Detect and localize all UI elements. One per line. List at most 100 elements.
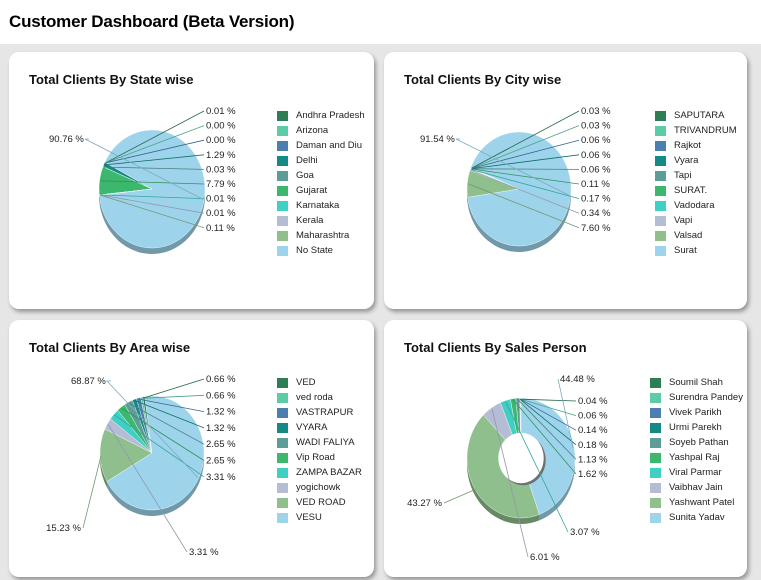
legend-item: Surendra Pandey [650,390,743,405]
legend-item: Tapi [655,168,737,183]
legend-swatch [650,407,661,418]
slice-data-label: 0.06 % [581,150,611,161]
legend-swatch [277,140,288,151]
leader-line [520,398,577,416]
legend-item: Sunita Yadav [650,510,743,525]
slice-data-label: 68.87 % [71,376,106,387]
legend-label: Daman and Diu [296,140,363,151]
legend-label: Andhra Pradesh [296,110,365,121]
slice-data-label: 0.00 % [206,121,236,132]
legend-label: ZAMPA BAZAR [296,467,362,478]
legend-item: Vivek Parikh [650,405,743,420]
slice-data-label: 0.11 % [206,223,235,234]
legend-item: VESU [277,510,362,525]
legend-item: SAPUTARA [655,108,737,123]
legend-label: Vapi [674,215,693,226]
legend-item: Daman and Diu [277,138,365,153]
legend-item: SURAT. [655,183,737,198]
slice-data-label: 0.14 % [578,425,608,436]
pie-chart-state-wise: 0.01 % 0.00 % 0.00 % 1.29 % 0.03 % 7.79 % 0.01… [49,106,236,254]
leader-line [471,168,580,185]
leader-line [470,169,580,214]
legend-label: SURAT. [674,185,708,196]
legend-label: Surat [674,245,697,256]
legend-swatch [277,110,288,121]
leader-line [557,378,574,448]
legend-item: Rajkot [655,138,737,153]
legend-label: Vip Road [296,452,335,463]
legend-item: Gujarat [277,183,365,198]
chart-title: Total Clients By State wise [29,72,194,87]
leader-line [84,138,204,200]
leader-line [103,166,205,170]
legend-item: No State [277,243,365,258]
leader-line [512,399,577,475]
slice-data-label: 3.31 % [189,547,219,558]
legend-item: Delhi [277,153,365,168]
leader-line [505,401,569,533]
legend-item: Soyeb Pathan [650,435,743,450]
slice-data-label: 0.17 % [581,194,611,205]
leader-line [468,183,580,229]
leader-line [471,154,580,169]
legend-swatch [650,452,661,463]
slice-data-label: 0.01 % [206,194,236,205]
leader-line [138,398,205,412]
legend-label: TRIVANDRUM [674,125,737,136]
legend-label: yogichowk [296,482,341,493]
legend-swatch [277,155,288,166]
legend-label: Goa [296,170,314,181]
legend-label: Gujarat [296,185,328,196]
leader-line [100,194,205,199]
slice-data-label: 2.65 % [206,439,236,450]
legend-state-wise: Andhra Pradesh Arizona Daman and Diu Delhi G… [277,108,365,258]
legend-swatch [650,497,661,508]
slice-data-label: 44.48 % [560,374,595,385]
leader-line [105,110,205,164]
legend-swatch [655,185,666,196]
panel-city-wise: Total Clients By City wise 0.03 % 0.03 % 0… [384,52,747,309]
legend-swatch [655,170,666,181]
legend-swatch [277,215,288,226]
slice-data-label: 1.32 % [206,423,236,434]
legend-label: Vaibhav Jain [669,482,723,493]
legend-item: yogichowk [277,480,362,495]
legend-swatch [277,245,288,256]
slice-data-label: 1.13 % [578,454,608,465]
leader-line [471,125,580,169]
slice-data-label: 7.60 % [581,223,611,234]
slice-data-label: 6.01 % [530,552,560,563]
legend-swatch [277,497,288,508]
leader-line [471,169,580,199]
legend-swatch [650,512,661,523]
slice-data-label: 0.04 % [578,396,608,407]
legend-label: Soyeb Pathan [669,437,729,448]
legend-item: VED ROAD [277,495,362,510]
leader-line [519,398,577,446]
leader-line [471,110,580,169]
legend-swatch [277,170,288,181]
legend-item: Goa [277,168,365,183]
slice-data-label: 0.66 % [206,390,236,401]
slice-data-label: 0.34 % [581,208,611,219]
legend-swatch [650,377,661,388]
legend-item: Viral Parmar [650,465,743,480]
legend-swatch [277,467,288,478]
pie-slice-ved-road [99,428,153,482]
legend-swatch [655,245,666,256]
leader-line [82,455,102,529]
panel-state-wise: Total Clients By State wise 0.01 % 0.00 %… [9,52,374,309]
slice-data-label: 1.32 % [206,407,236,418]
leader-line [107,424,188,553]
slice-data-label: 43.27 % [407,498,442,509]
legend-swatch [277,422,288,433]
legend-swatch [277,407,288,418]
pie-slice-surat [467,131,572,247]
legend-label: VASTRAPUR [296,407,354,418]
legend-item: Vadodara [655,198,737,213]
donut-chart-sales-person: 0.04 % 0.06 % 0.14 % 0.18 % 1.13 % 1.62 % 3.07… [407,374,608,563]
legend-swatch [277,452,288,463]
slice-data-label: 0.18 % [578,440,608,451]
pie-chart-area-wise: 0.66 % 0.66 % 1.32 % 1.32 % 2.65 % 2.65 % 3.31… [46,374,236,558]
slice-data-label: 1.62 % [578,469,608,480]
